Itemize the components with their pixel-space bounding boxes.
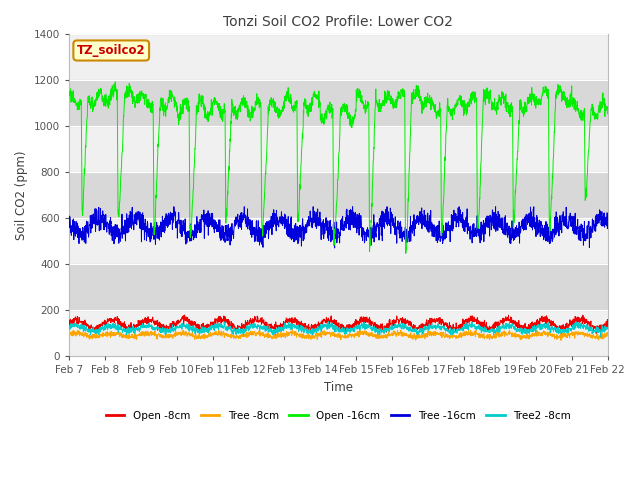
Bar (69, 80, 607, 126)
X-axis label: Time: Time (324, 381, 353, 394)
Legend: Open -8cm, Tree -8cm, Open -16cm, Tree -16cm, Tree2 -8cm: Open -8cm, Tree -8cm, Open -16cm, Tree -… (102, 407, 575, 425)
Title: Tonzi Soil CO2 Profile: Lower CO2: Tonzi Soil CO2 Profile: Lower CO2 (223, 15, 453, 29)
Text: TZ_soilco2: TZ_soilco2 (77, 44, 145, 57)
Bar (69, 172, 607, 218)
Bar (69, 264, 607, 310)
Y-axis label: Soil CO2 (ppm): Soil CO2 (ppm) (15, 150, 28, 240)
